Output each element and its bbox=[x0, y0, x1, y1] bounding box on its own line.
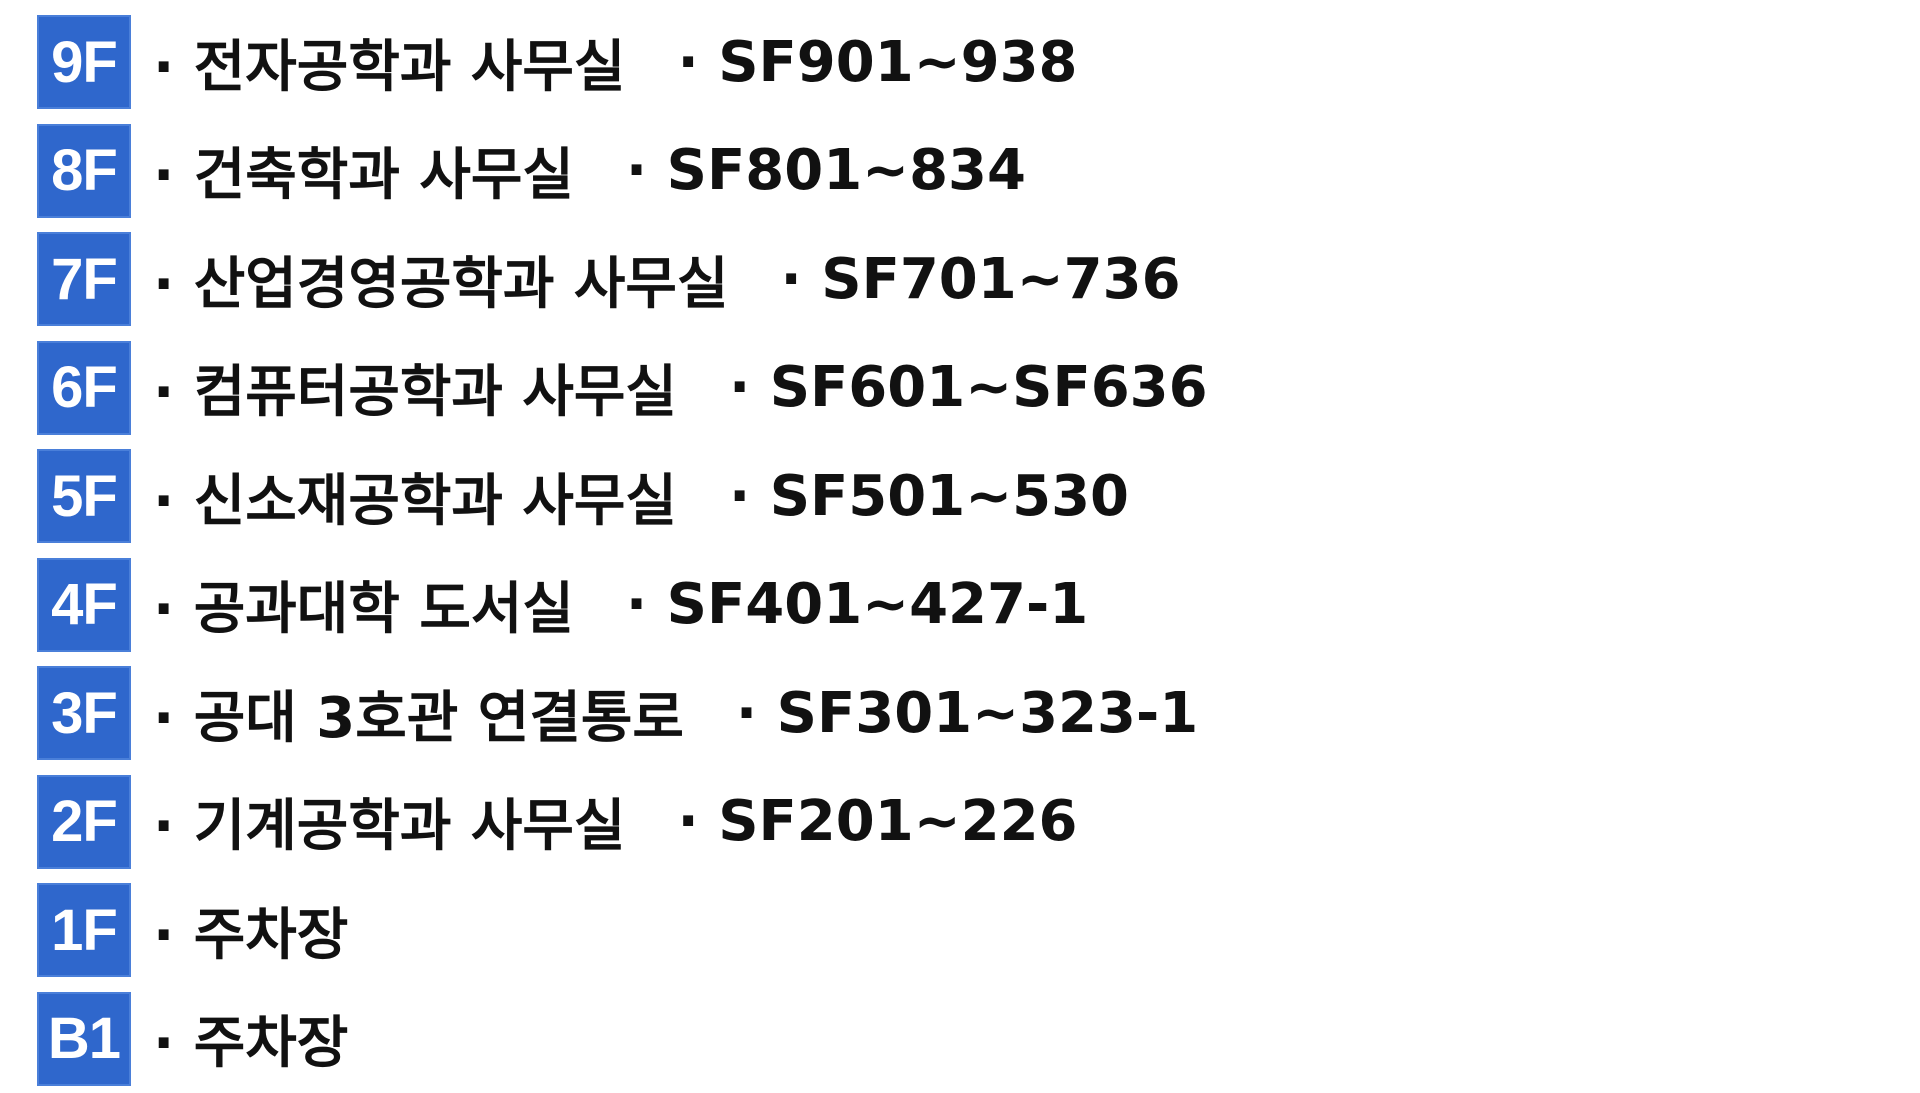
floor-badge: 7F bbox=[37, 232, 131, 326]
floor-directory: 9F · 전자공학과 사무실 · SF901~938 8F · 건축학과 사무실… bbox=[37, 8, 1208, 1093]
floor-badge: 4F bbox=[37, 558, 131, 652]
floor-description: · 신소재공학과 사무실 bbox=[153, 456, 677, 537]
floor-description: · 공과대학 도서실 bbox=[153, 564, 574, 645]
floor-row-6f: 6F · 컴퓨터공학과 사무실 · SF601~SF636 bbox=[37, 334, 1208, 443]
floor-row-9f: 9F · 전자공학과 사무실 · SF901~938 bbox=[37, 8, 1208, 117]
floor-description: · 전자공학과 사무실 bbox=[153, 22, 625, 103]
floor-badge: 6F bbox=[37, 341, 131, 435]
floor-row-4f: 4F · 공과대학 도서실 · SF401~427-1 bbox=[37, 551, 1208, 660]
floor-badge: 5F bbox=[37, 449, 131, 543]
floor-row-8f: 8F · 건축학과 사무실 · SF801~834 bbox=[37, 117, 1208, 226]
floor-description: · 공대 3호관 연결통로 bbox=[153, 673, 684, 754]
floor-row-3f: 3F · 공대 3호관 연결통로 · SF301~323-1 bbox=[37, 659, 1208, 768]
floor-description: · 주차장 bbox=[153, 998, 348, 1079]
room-range: · SF901~938 bbox=[677, 30, 1077, 95]
room-range: · SF501~530 bbox=[729, 464, 1129, 529]
floor-badge: 1F bbox=[37, 883, 131, 977]
room-range: · SF201~226 bbox=[677, 789, 1077, 854]
room-range: · SF801~834 bbox=[626, 138, 1026, 203]
room-range: · SF301~323-1 bbox=[736, 681, 1198, 746]
floor-badge: 9F bbox=[37, 15, 131, 109]
floor-description: · 건축학과 사무실 bbox=[153, 130, 574, 211]
floor-row-7f: 7F · 산업경영공학과 사무실 · SF701~736 bbox=[37, 225, 1208, 334]
room-range: · SF701~736 bbox=[780, 247, 1180, 312]
floor-description: · 산업경영공학과 사무실 bbox=[153, 239, 728, 320]
floor-row-b1: B1 · 주차장 bbox=[37, 985, 1208, 1093]
room-range: · SF401~427-1 bbox=[626, 572, 1088, 637]
floor-description: · 주차장 bbox=[153, 890, 348, 971]
floor-badge: B1 bbox=[37, 992, 131, 1086]
floor-badge: 2F bbox=[37, 775, 131, 869]
floor-row-2f: 2F · 기계공학과 사무실 · SF201~226 bbox=[37, 768, 1208, 877]
floor-badge: 8F bbox=[37, 124, 131, 218]
floor-row-5f: 5F · 신소재공학과 사무실 · SF501~530 bbox=[37, 442, 1208, 551]
floor-description: · 기계공학과 사무실 bbox=[153, 781, 625, 862]
floor-badge: 3F bbox=[37, 666, 131, 760]
floor-description: · 컴퓨터공학과 사무실 bbox=[153, 347, 677, 428]
room-range: · SF601~SF636 bbox=[729, 355, 1208, 420]
floor-row-1f: 1F · 주차장 bbox=[37, 876, 1208, 985]
